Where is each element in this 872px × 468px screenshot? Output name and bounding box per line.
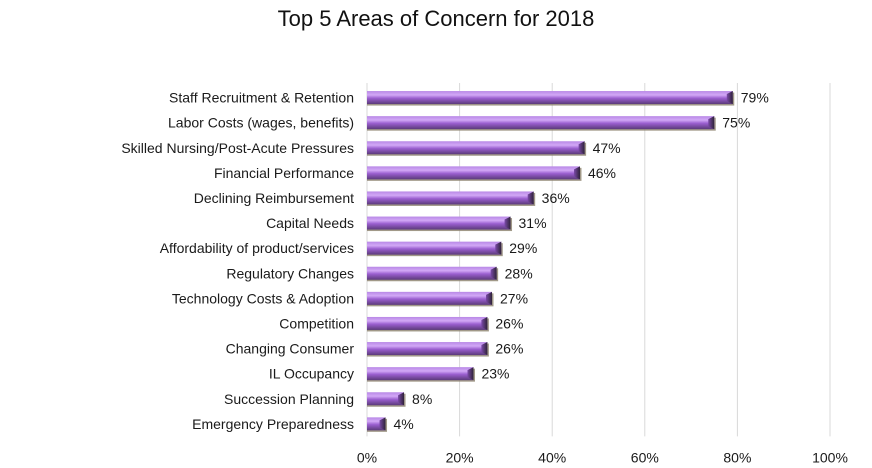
data-label: 79% — [741, 90, 769, 106]
bar-cap — [481, 342, 488, 356]
bar-cap — [486, 291, 493, 305]
bar-body — [367, 216, 511, 230]
bar-body — [367, 241, 502, 255]
bar — [367, 166, 582, 181]
bar — [367, 241, 503, 257]
category-label: Financial Performance — [214, 165, 354, 181]
x-tick-label: 40% — [538, 449, 566, 465]
category-label: Emergency Preparedness — [192, 416, 354, 432]
bar-body — [367, 191, 534, 205]
bar — [367, 116, 716, 131]
bar-body — [367, 266, 497, 280]
bar-body — [367, 116, 715, 130]
data-label: 46% — [588, 165, 616, 181]
bar — [367, 417, 388, 432]
category-label: Declining Reimbursement — [194, 190, 354, 206]
data-label: 36% — [542, 190, 570, 206]
x-tick-label: 80% — [723, 449, 751, 465]
bar-cap — [379, 417, 386, 431]
x-tick-label: 0% — [357, 449, 377, 465]
bar — [367, 191, 536, 206]
bar-cap — [398, 392, 405, 406]
bar-cap — [527, 191, 534, 205]
bars — [367, 91, 735, 432]
data-label: 28% — [505, 265, 533, 281]
x-tick-label: 20% — [446, 449, 474, 465]
bar — [367, 316, 489, 332]
data-label: 47% — [593, 140, 621, 156]
category-label: Changing Consumer — [226, 341, 355, 357]
category-label: Competition — [279, 315, 354, 331]
bar-cap — [708, 116, 715, 130]
bar-body — [367, 316, 488, 330]
bar-cap — [573, 166, 580, 180]
category-label: Staff Recruitment & Retention — [169, 90, 354, 106]
data-label: 4% — [394, 416, 414, 432]
chart-title: Top 5 Areas of Concern for 2018 — [277, 6, 595, 31]
category-label: Skilled Nursing/Post-Acute Pressures — [121, 140, 354, 156]
bar-cap — [495, 241, 502, 255]
bar-cap — [578, 141, 585, 155]
category-label: Succession Planning — [224, 391, 354, 407]
bar-body — [367, 291, 493, 305]
bar-body — [367, 367, 474, 381]
data-label: 26% — [495, 341, 523, 357]
bar-body — [367, 342, 488, 356]
bar — [367, 91, 735, 106]
category-label: Capital Needs — [266, 215, 354, 231]
data-label: 23% — [481, 366, 509, 382]
bar — [367, 291, 494, 307]
data-label: 26% — [495, 315, 523, 331]
bar — [367, 342, 489, 357]
bar — [367, 141, 587, 156]
bar-body — [367, 166, 580, 180]
data-label: 75% — [722, 115, 750, 131]
x-tick-label: 100% — [812, 449, 848, 465]
category-label: IL Occupancy — [269, 366, 354, 382]
bar-cap — [504, 216, 511, 230]
bar-cap — [726, 91, 733, 105]
bar-body — [367, 91, 733, 105]
bar-body — [367, 141, 585, 155]
gridlines — [366, 83, 831, 437]
category-label: Technology Costs & Adoption — [172, 290, 354, 306]
bar-body — [367, 392, 405, 406]
category-label: Regulatory Changes — [226, 265, 354, 281]
data-label: 31% — [519, 215, 547, 231]
bar-cap — [490, 266, 497, 280]
bar — [367, 367, 475, 382]
bar-cap — [481, 316, 488, 330]
x-tick-label: 60% — [631, 449, 659, 465]
data-label: 8% — [412, 391, 432, 407]
data-label: 29% — [509, 240, 537, 256]
labels: 0% 20% 40% 60% 80% 100% Staff Recruitment & Re… — [121, 90, 848, 466]
bar — [367, 392, 406, 407]
category-label: Labor Costs (wages, benefits) — [168, 115, 354, 131]
category-label: Affordability of product/services — [160, 240, 354, 256]
bar — [367, 216, 513, 232]
data-label: 27% — [500, 290, 528, 306]
bar-cap — [467, 367, 474, 381]
bar — [367, 266, 499, 282]
